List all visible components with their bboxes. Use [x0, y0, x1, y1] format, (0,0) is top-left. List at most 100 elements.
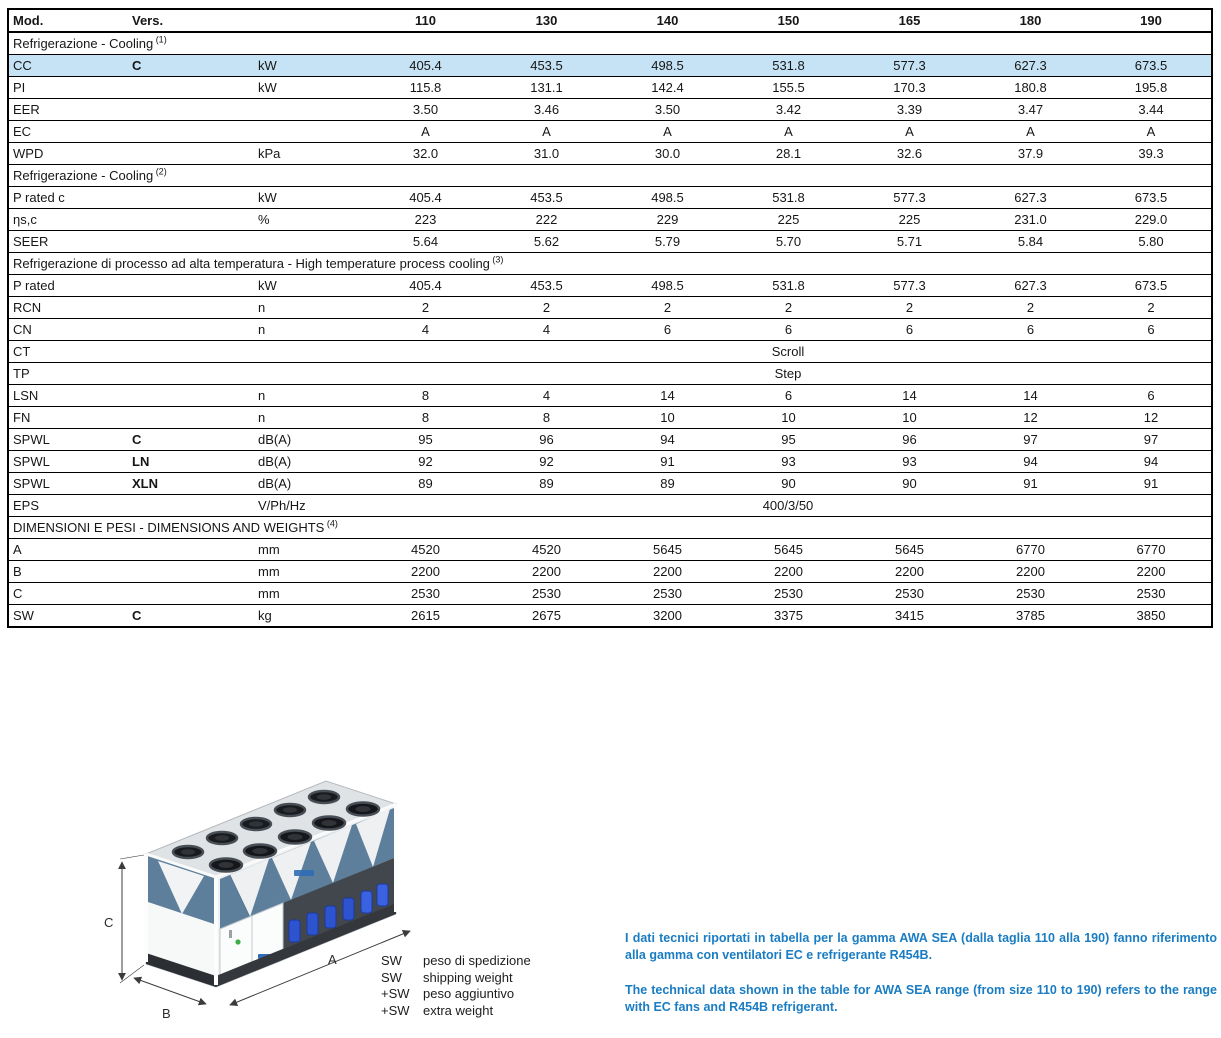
table-row: TP Step: [8, 362, 1212, 385]
cell-value: 2: [728, 296, 849, 319]
row-label: EC: [8, 120, 128, 143]
row-label: SPWL: [8, 472, 128, 495]
row-label: CC: [8, 54, 128, 77]
cell-value: 2: [849, 296, 970, 319]
row-unit: mm: [254, 560, 365, 583]
col-header-size: 180: [970, 8, 1091, 33]
row-label: PI: [8, 76, 128, 99]
row-label: C: [8, 582, 128, 605]
cell-value: 2530: [849, 582, 970, 605]
row-unit: kW: [254, 76, 365, 99]
table-row: EC A A A A A A A: [8, 120, 1212, 143]
cell-value: A: [607, 120, 728, 143]
cell-value: 2615: [365, 604, 486, 628]
cell-value: 453.5: [486, 54, 607, 77]
cell-value: 2200: [486, 560, 607, 583]
row-unit: [254, 340, 365, 363]
row-unit: kg: [254, 604, 365, 628]
cell-value: 222: [486, 208, 607, 231]
row-unit: kPa: [254, 142, 365, 165]
row-version: [128, 142, 254, 165]
cell-value: 3.42: [728, 98, 849, 121]
row-label: SPWL: [8, 450, 128, 473]
coil-divider: [230, 859, 269, 917]
legend-text: peso aggiuntivo: [423, 986, 515, 1001]
row-version: [128, 230, 254, 253]
row-version: [128, 406, 254, 429]
row-label: CT: [8, 340, 128, 363]
row-label: TP: [8, 362, 128, 385]
row-merged-value: 400/3/50: [365, 494, 1212, 517]
table-row: P rated kW 405.4 453.5 498.5 531.8 577.3 627.3 6…: [8, 274, 1212, 297]
spec-table: Mod. Vers. 110 130 140 150 165 180 190 Refrigera…: [7, 8, 1213, 628]
section-title: Refrigerazione di processo ad alta tempe…: [8, 252, 1212, 275]
cell-value: 2530: [970, 582, 1091, 605]
cell-value: 89: [607, 472, 728, 495]
power-led: [235, 939, 241, 945]
coil-panel: [220, 808, 394, 929]
row-label: RCN: [8, 296, 128, 319]
cell-value: 31.0: [486, 142, 607, 165]
legend-symbol: +SW: [381, 1002, 410, 1018]
row-version: [128, 582, 254, 605]
cell-value: 577.3: [849, 274, 970, 297]
row-version: [128, 76, 254, 99]
cell-value: 453.5: [486, 186, 607, 209]
row-version: [128, 296, 254, 319]
cell-value: 627.3: [970, 186, 1091, 209]
cell-value: 14: [849, 384, 970, 407]
dim-label-c: C: [104, 915, 113, 930]
cell-value: 2200: [607, 560, 728, 583]
row-label: A: [8, 538, 128, 561]
coil-divider: [356, 809, 390, 867]
table-row: P rated c kW 405.4 453.5 498.5 531.8 577.3 627.…: [8, 186, 1212, 209]
row-version: [128, 208, 254, 231]
row-unit: [254, 362, 365, 385]
cell-value: 498.5: [607, 54, 728, 77]
row-unit: dB(A): [254, 450, 365, 473]
legend-symbol: +SW: [381, 986, 410, 1001]
cell-value: 498.5: [607, 186, 728, 209]
cell-value: 405.4: [365, 186, 486, 209]
table-row: EER 3.50 3.46 3.50 3.42 3.39 3.47 3.44: [8, 98, 1212, 121]
cell-value: 5.79: [607, 230, 728, 253]
cell-value: 195.8: [1091, 76, 1212, 99]
row-merged-value: Step: [365, 362, 1212, 385]
cell-value: 6: [970, 318, 1091, 341]
cell-value: 2200: [970, 560, 1091, 583]
row-unit: kW: [254, 186, 365, 209]
cell-value: 673.5: [1091, 54, 1212, 77]
cell-value: 180.8: [970, 76, 1091, 99]
row-label: P rated c: [8, 186, 128, 209]
row-version: [128, 274, 254, 297]
cell-value: 5645: [849, 538, 970, 561]
row-version: [128, 494, 254, 517]
cell-value: 627.3: [970, 274, 1091, 297]
cell-value: 225: [849, 208, 970, 231]
cell-value: A: [1091, 120, 1212, 143]
cell-value: 37.9: [970, 142, 1091, 165]
cell-value: 223: [365, 208, 486, 231]
cell-value: 453.5: [486, 274, 607, 297]
cell-value: 2530: [486, 582, 607, 605]
cell-value: 3.50: [365, 98, 486, 121]
cell-value: 6770: [970, 538, 1091, 561]
cell-value: A: [365, 120, 486, 143]
table-row: WPD kPa 32.0 31.0 30.0 28.1 32.6 37.9 39.3: [8, 142, 1212, 165]
col-header-unit: [254, 8, 365, 33]
row-unit: mm: [254, 582, 365, 605]
cell-value: 2675: [486, 604, 607, 628]
cell-value: 6: [728, 318, 849, 341]
cell-value: 12: [1091, 406, 1212, 429]
table-row: SPWL XLN dB(A) 89 89 89 90 90 91 91: [8, 472, 1212, 495]
note-english: The technical data shown in the table fo…: [625, 983, 1217, 1014]
table-row: CN n 4 4 6 6 6 6 6: [8, 318, 1212, 341]
row-label: P rated: [8, 274, 128, 297]
cell-value: 2200: [849, 560, 970, 583]
legend-text: peso di spedizione: [423, 953, 531, 968]
